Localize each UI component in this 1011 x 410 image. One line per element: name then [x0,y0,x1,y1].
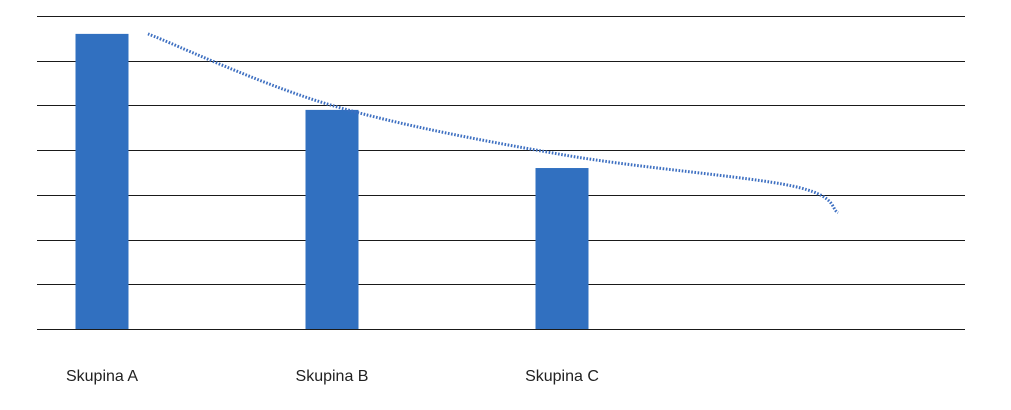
bar-skupina-b [305,109,359,330]
trendline-group [147,32,839,215]
trendline [147,32,839,215]
x-tick-label: Skupina A [66,368,138,385]
x-tick-label: Skupina C [525,368,599,385]
grid-lines [37,16,965,330]
x-axis-labels: Skupina A Skupina B Skupina C [66,368,599,385]
bar-skupina-a [75,33,129,330]
bars [75,33,589,330]
bar-skupina-c [535,168,589,329]
x-tick-label: Skupina B [296,368,369,385]
